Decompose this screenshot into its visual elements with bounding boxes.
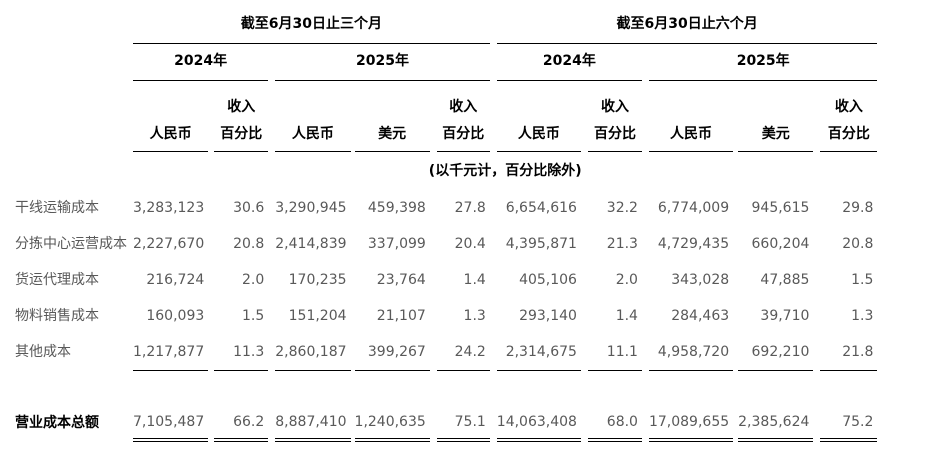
table-row: 货运代理成本 216,724 2.0 170,235 23,764 1.4 40…: [15, 262, 877, 298]
value-cell: 20.4: [454, 235, 486, 252]
value-cell: 39,710: [760, 307, 810, 324]
column-header-rmb: 人民币: [133, 117, 209, 152]
value-cell: 29.8: [842, 199, 874, 216]
value-cell: 11.3: [214, 334, 269, 371]
year-header-6m-2025: 2025年: [648, 43, 878, 81]
year-header-3m-2025: 2025年: [275, 43, 490, 81]
total-row-label: 营业成本总额: [15, 415, 99, 432]
value-cell: 1.4: [463, 271, 486, 288]
column-header-rmb: 人民币: [496, 117, 581, 152]
value-cell: 692,210: [738, 334, 814, 371]
value-cell: 1.3: [463, 307, 486, 324]
table-row: 分拣中心运营成本 2,227,670 20.8 2,414,839 337,09…: [15, 226, 877, 262]
row-label: 干线运输成本: [15, 199, 99, 216]
value-cell: 459,398: [367, 199, 426, 216]
value-cell: 4,395,871: [505, 235, 577, 252]
value-cell: 1.4: [615, 307, 638, 324]
cost-breakdown-table: 截至6月30日止三个月 截至6月30日止六个月 2024年 2025年 2024…: [15, 6, 878, 442]
value-cell: 23,764: [376, 271, 426, 288]
row-label: 货运代理成本: [15, 271, 99, 288]
total-value-cell: 1,240,635: [354, 407, 430, 442]
value-cell: 20.8: [233, 235, 265, 252]
value-cell: 3,290,945: [275, 199, 347, 216]
value-cell: 293,140: [519, 307, 577, 324]
column-header-pct: 百分比: [587, 117, 642, 152]
total-value-cell: 66.2: [214, 407, 269, 442]
value-cell: 170,235: [288, 271, 347, 288]
value-cell: 337,099: [367, 235, 426, 252]
value-cell: 6,654,616: [505, 199, 577, 216]
value-cell: 2,414,839: [275, 235, 347, 252]
value-cell: 1.3: [851, 307, 874, 324]
value-cell: 216,724: [146, 271, 205, 288]
total-value-cell: 2,385,624: [738, 407, 814, 442]
value-cell: 1.5: [242, 307, 265, 324]
row-label: 其他成本: [15, 343, 71, 360]
value-cell: 4,958,720: [648, 334, 734, 371]
income-subheader: 收入: [834, 98, 863, 115]
total-value-cell: 75.2: [820, 407, 878, 442]
income-subheader: 收入: [449, 98, 478, 115]
value-cell: 32.2: [606, 199, 638, 216]
value-cell: 2,227,670: [133, 235, 205, 252]
value-cell: 2,314,675: [496, 334, 581, 371]
total-value-cell: 14,063,408: [496, 407, 581, 442]
value-cell: 21.8: [820, 334, 878, 371]
value-cell: 284,463: [671, 307, 730, 324]
value-cell: 343,028: [671, 271, 730, 288]
column-header-usd: 美元: [738, 117, 814, 152]
value-cell: 2.0: [242, 271, 265, 288]
value-cell: 3,283,123: [133, 199, 205, 216]
total-row: 营业成本总额 7,105,487 66.2 8,887,410 1,240,63…: [15, 407, 878, 442]
value-cell: 160,093: [146, 307, 205, 324]
column-header-rmb: 人民币: [275, 117, 351, 152]
value-cell: 4,729,435: [657, 235, 730, 252]
value-cell: 945,615: [751, 199, 810, 216]
value-cell: 11.1: [587, 334, 642, 371]
value-cell: 27.8: [454, 199, 486, 216]
value-cell: 21.3: [606, 235, 638, 252]
total-value-cell: 68.0: [587, 407, 642, 442]
value-cell: 2.0: [615, 271, 638, 288]
total-value-cell: 7,105,487: [133, 407, 209, 442]
column-header-rmb: 人民币: [648, 117, 734, 152]
value-cell: 1,217,877: [133, 334, 209, 371]
value-cell: 24.2: [436, 334, 490, 371]
units-note: (以千元计，百分比除外): [428, 162, 582, 179]
value-cell: 405,106: [519, 271, 577, 288]
value-cell: 399,267: [354, 334, 430, 371]
table-row: 干线运输成本 3,283,123 30.6 3,290,945 459,398 …: [15, 190, 877, 226]
year-header-3m-2024: 2024年: [133, 43, 269, 81]
period-header-3m: 截至6月30日止三个月: [133, 6, 490, 44]
total-value-cell: 75.1: [436, 407, 490, 442]
value-cell: 1.5: [851, 271, 874, 288]
value-cell: 151,204: [288, 307, 347, 324]
column-header-pct: 百分比: [820, 117, 878, 152]
row-label: 分拣中心运营成本: [15, 235, 127, 252]
value-cell: 2,860,187: [275, 334, 351, 371]
value-cell: 21,107: [376, 307, 426, 324]
table-row: 其他成本 1,217,877 11.3 2,860,187 399,267 24…: [15, 334, 878, 371]
column-header-pct: 百分比: [214, 117, 269, 152]
column-header-usd: 美元: [354, 117, 430, 152]
year-header-6m-2024: 2024年: [496, 43, 642, 81]
table-row: 物料销售成本 160,093 1.5 151,204 21,107 1.3 29…: [15, 298, 877, 334]
total-value-cell: 8,887,410: [275, 407, 351, 442]
row-label: 物料销售成本: [15, 307, 99, 324]
value-cell: 660,204: [751, 235, 810, 252]
income-subheader: 收入: [600, 98, 629, 115]
value-cell: 6,774,009: [657, 199, 730, 216]
column-header-pct: 百分比: [436, 117, 490, 152]
income-subheader: 收入: [227, 98, 256, 115]
value-cell: 30.6: [233, 199, 265, 216]
total-value-cell: 17,089,655: [648, 407, 734, 442]
value-cell: 20.8: [842, 235, 874, 252]
value-cell: 47,885: [760, 271, 810, 288]
period-header-6m: 截至6月30日止六个月: [496, 6, 878, 44]
